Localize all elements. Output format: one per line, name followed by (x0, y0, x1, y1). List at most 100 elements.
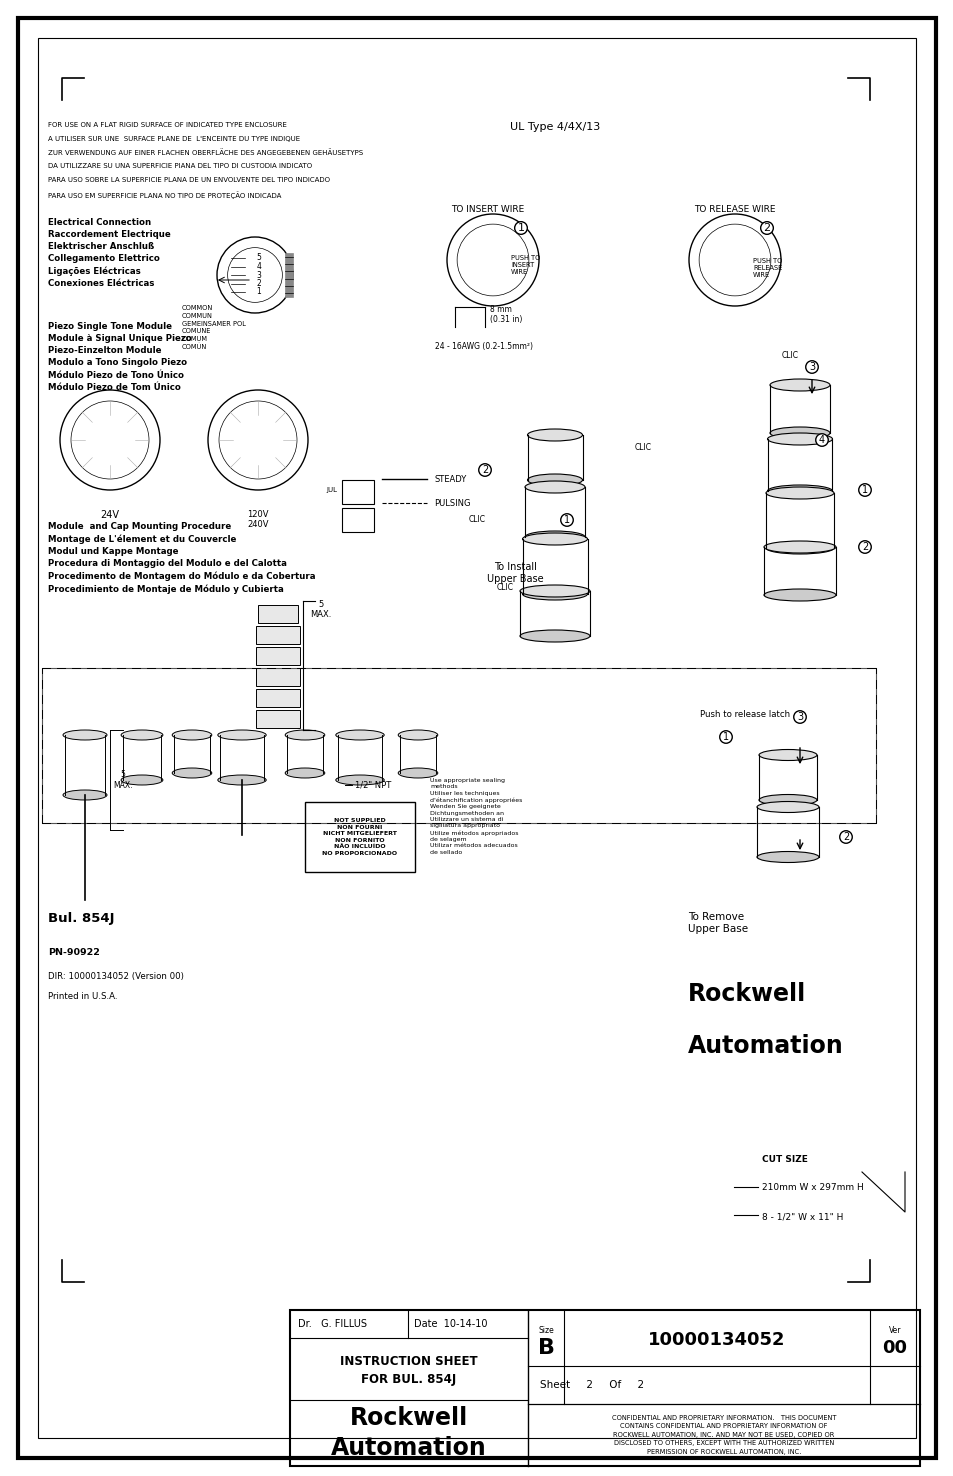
Text: 3: 3 (256, 270, 261, 279)
Text: Bul. 854J: Bul. 854J (48, 912, 114, 925)
Text: Size: Size (537, 1325, 554, 1334)
Ellipse shape (527, 474, 582, 486)
Text: TO RELEASE WIRE: TO RELEASE WIRE (694, 205, 775, 214)
Text: PUSH TO
RELEASE
WIRE: PUSH TO RELEASE WIRE (752, 258, 781, 277)
Text: 5
MAX.: 5 MAX. (310, 601, 331, 620)
Text: 4: 4 (818, 435, 824, 444)
Ellipse shape (121, 731, 163, 739)
Text: 3: 3 (808, 362, 814, 372)
Ellipse shape (217, 731, 266, 739)
Text: CUT SIZE: CUT SIZE (761, 1156, 807, 1165)
Text: PN-90922: PN-90922 (48, 948, 100, 956)
Text: PULSING: PULSING (434, 499, 470, 508)
Text: 1: 1 (256, 288, 261, 297)
Text: 24 - 16AWG (0.2-1.5mm²): 24 - 16AWG (0.2-1.5mm²) (435, 342, 533, 351)
Text: 210mm W x 297mm H: 210mm W x 297mm H (761, 1182, 862, 1193)
Ellipse shape (757, 801, 818, 812)
Text: 4: 4 (256, 263, 261, 272)
Ellipse shape (519, 584, 589, 596)
Ellipse shape (769, 379, 829, 391)
Ellipse shape (397, 731, 437, 739)
Ellipse shape (767, 486, 832, 497)
Text: 2: 2 (481, 465, 488, 475)
Text: Push to release latch: Push to release latch (700, 710, 789, 719)
Text: DIR: 10000134052 (Version 00): DIR: 10000134052 (Version 00) (48, 973, 184, 982)
Bar (257, 605, 297, 623)
Ellipse shape (522, 587, 587, 601)
Text: Automation: Automation (687, 1035, 842, 1058)
Ellipse shape (172, 768, 212, 778)
Text: ZUR VERWENDUNG AUF EINER FLACHEN OBERFLÄCHE DES ANGEGEBENEN GEHÄUSETYPS: ZUR VERWENDUNG AUF EINER FLACHEN OBERFLÄ… (48, 149, 363, 156)
Ellipse shape (757, 852, 818, 862)
Text: 1: 1 (722, 732, 728, 742)
Ellipse shape (759, 750, 816, 760)
Text: 1: 1 (517, 223, 524, 233)
Text: Module  and Cap Mounting Procedure
Montage de L'élement et du Couvercle
Modul un: Module and Cap Mounting Procedure Montag… (48, 523, 315, 593)
Text: DA UTILIZZARE SU UNA SUPERFICIE PIANA DEL TIPO DI CUSTODIA INDICATO: DA UTILIZZARE SU UNA SUPERFICIE PIANA DE… (48, 164, 312, 170)
Text: 120V
240V: 120V 240V (247, 511, 269, 530)
Text: TO INSERT WIRE: TO INSERT WIRE (451, 205, 524, 214)
Text: NOT SUPPLIED
NON FOURNI
NICHT MITGELIEFERT
NON FORNITO
NÃO INCLUÍDO
NO PROPORCIO: NOT SUPPLIED NON FOURNI NICHT MITGELIEFE… (322, 819, 397, 856)
Text: A UTILISER SUR UNE  SURFACE PLANE DE  L'ENCEINTE DU TYPE INDIQUE: A UTILISER SUR UNE SURFACE PLANE DE L'EN… (48, 136, 300, 142)
Text: CLIC: CLIC (634, 443, 651, 452)
Text: 8 mm
(0.31 in): 8 mm (0.31 in) (490, 306, 522, 325)
Text: STEADY: STEADY (434, 474, 466, 484)
Text: 2: 2 (762, 223, 770, 233)
Ellipse shape (335, 775, 384, 785)
Text: CLIC: CLIC (496, 583, 513, 592)
Text: 2: 2 (861, 542, 867, 552)
Text: Date  10-14-10: Date 10-14-10 (414, 1320, 487, 1328)
Ellipse shape (121, 775, 163, 785)
Ellipse shape (63, 790, 107, 800)
Text: Use appropriate sealing
methods
Utiliser les techniques
d'étanchification approp: Use appropriate sealing methods Utiliser… (430, 778, 522, 855)
Ellipse shape (769, 427, 829, 438)
Ellipse shape (172, 731, 212, 739)
Text: 1: 1 (861, 486, 867, 494)
Text: 5
MAX.: 5 MAX. (112, 770, 132, 790)
Text: FOR BUL. 854J: FOR BUL. 854J (361, 1373, 456, 1386)
Text: 8 - 1/2" W x 11" H: 8 - 1/2" W x 11" H (761, 1212, 842, 1221)
Text: 1/2" NPT: 1/2" NPT (355, 781, 391, 790)
Ellipse shape (524, 531, 584, 543)
Ellipse shape (285, 731, 324, 739)
Ellipse shape (524, 481, 584, 493)
Text: Electrical Connection
Raccordement Electrique
Elektrischer Anschluß
Collegamento: Electrical Connection Raccordement Elect… (48, 218, 171, 288)
Ellipse shape (217, 775, 266, 785)
Text: COMMON
COMMUN
GEMEINSAMER POL
COMUNE
COMUM
COMÚN: COMMON COMMUN GEMEINSAMER POL COMUNE COM… (182, 306, 246, 350)
Bar (255, 626, 299, 644)
Bar (341, 508, 374, 531)
Bar (341, 480, 374, 503)
Text: UL Type 4/4X/13: UL Type 4/4X/13 (510, 123, 599, 131)
Bar (255, 689, 299, 707)
Text: To Install
Upper Base: To Install Upper Base (486, 562, 543, 583)
Text: PARA USO SOBRE LA SUPERFICIE PLANA DE UN ENVOLVENTE DEL TIPO INDICADO: PARA USO SOBRE LA SUPERFICIE PLANA DE UN… (48, 177, 330, 183)
Text: 00: 00 (882, 1339, 906, 1356)
Text: Rockwell: Rockwell (687, 982, 805, 1007)
Text: JUL: JUL (326, 487, 336, 493)
Text: Dr.   G. FILLUS: Dr. G. FILLUS (297, 1320, 367, 1328)
Text: PARA USO EM SUPERFICIE PLANA NO TIPO DE PROTEÇÃO INDICADA: PARA USO EM SUPERFICIE PLANA NO TIPO DE … (48, 190, 281, 199)
Text: 10000134052: 10000134052 (648, 1331, 785, 1349)
Text: To Remove
Upper Base: To Remove Upper Base (687, 912, 747, 934)
Ellipse shape (522, 533, 587, 545)
Ellipse shape (763, 542, 835, 554)
Ellipse shape (285, 768, 324, 778)
Text: Rockwell: Rockwell (350, 1407, 468, 1430)
Bar (305, 801, 415, 872)
Text: CLIC: CLIC (468, 515, 485, 524)
Ellipse shape (765, 542, 833, 554)
Text: 3: 3 (796, 711, 802, 722)
Bar (255, 646, 299, 666)
Ellipse shape (63, 731, 107, 739)
Text: 24V: 24V (100, 511, 119, 520)
Ellipse shape (765, 487, 833, 499)
Text: 5: 5 (256, 254, 261, 263)
Bar (290, 1311, 919, 1466)
Text: 2: 2 (256, 279, 261, 288)
Text: 2: 2 (842, 832, 848, 841)
Text: FOR USE ON A FLAT RIGID SURFACE OF INDICATED TYPE ENCLOSURE: FOR USE ON A FLAT RIGID SURFACE OF INDIC… (48, 123, 287, 128)
Ellipse shape (519, 630, 589, 642)
Text: CONFIDENTIAL AND PROPRIETARY INFORMATION.   THIS DOCUMENT
CONTAINS CONFIDENTIAL : CONFIDENTIAL AND PROPRIETARY INFORMATION… (611, 1415, 836, 1455)
Text: INSTRUCTION SHEET: INSTRUCTION SHEET (340, 1355, 477, 1368)
Bar (255, 710, 299, 728)
